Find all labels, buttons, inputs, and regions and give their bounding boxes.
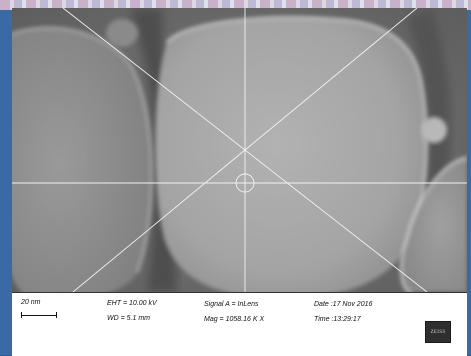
central-particle [155,17,427,292]
zeiss-logo: ZEISS [425,321,451,343]
eht-value: EHT = 10.00 kV [107,300,157,307]
date-value: Date :17 Nov 2016 [314,301,373,308]
info-bar: 20 nm EHT = 10.00 kV WD = 5.1 mm Signal … [12,292,467,356]
small-blob-top-left [106,19,138,47]
micrograph-image [12,8,467,292]
time-value: Time :13:29:17 [314,316,361,323]
crosshair-center-circle [235,173,255,193]
small-blob-right [421,117,447,143]
scale-bar [21,312,57,318]
left-particle [12,28,152,292]
crosshair-overlay [12,8,467,292]
mag-value: Mag = 1058.16 K X [204,316,265,323]
sem-micrograph [12,8,467,292]
right-particle-edge [400,156,467,292]
scale-bar-label: 20 nm [21,299,41,306]
left-particle-edge [12,26,153,274]
crosshair-diagonal-line-2 [72,8,418,292]
top-decorative-stripe [0,0,471,10]
central-particle-edge [165,16,428,249]
signal-value: Signal A = InLens [204,301,259,308]
wd-value: WD = 5.1 mm [107,315,150,322]
logo-text: ZEISS [430,329,446,335]
right-particle [401,158,467,292]
